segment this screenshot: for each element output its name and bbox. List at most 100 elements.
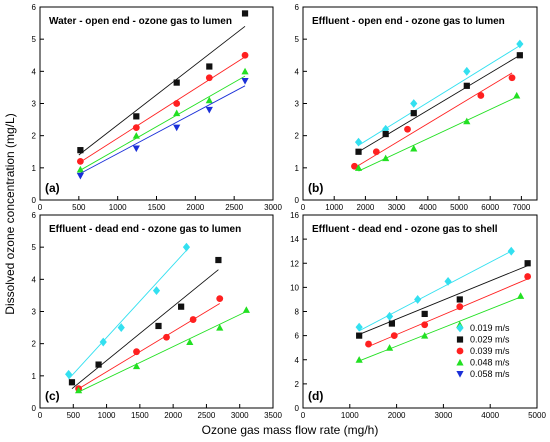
y-tick-label: 14 — [290, 235, 299, 244]
series-0-039-m-s — [76, 51, 249, 165]
data-point — [182, 242, 191, 252]
x-tick-label: 2000 — [357, 203, 375, 212]
x-tick-label: 2500 — [198, 411, 216, 420]
x-tick-label: 500 — [67, 411, 81, 420]
fit-line — [71, 269, 219, 390]
x-tick-label: 2000 — [388, 411, 406, 420]
legend-label: 0.029 m/s — [470, 335, 510, 345]
y-tick-label: 0 — [32, 404, 37, 413]
data-point — [410, 110, 417, 117]
panel-label: (a) — [45, 181, 60, 195]
fit-line — [358, 265, 528, 335]
fit-line — [354, 72, 513, 169]
x-tick-label: 0 — [301, 203, 306, 212]
fit-line — [78, 311, 247, 393]
data-point — [365, 340, 372, 348]
legend-label: 0.019 m/s — [470, 323, 510, 333]
data-point — [524, 273, 532, 280]
panel-title: Effluent - open end - ozone gas to lumen — [312, 16, 505, 27]
data-point — [77, 147, 84, 154]
data-point — [356, 332, 363, 339]
y-tick-label: 16 — [290, 211, 299, 220]
y-tick-label: 6 — [295, 3, 300, 12]
y-tick-label: 6 — [295, 332, 300, 341]
y-tick-label: 0 — [295, 196, 300, 205]
panel-title: Water - open end - ozone gas to lumen — [49, 16, 232, 27]
y-tick-label: 2 — [32, 132, 37, 141]
data-point — [173, 124, 181, 132]
y-tick-label: 6 — [32, 211, 37, 220]
legend-marker — [456, 323, 464, 333]
fit-line — [78, 85, 246, 175]
x-tick-label: 1000 — [325, 203, 343, 212]
series-0-019-m-s — [65, 242, 191, 380]
series-0-048-m-s — [75, 306, 250, 394]
data-point — [355, 148, 362, 155]
legend-entry: 0.019 m/s — [456, 323, 510, 333]
fit-line — [358, 45, 521, 146]
y-tick-label: 0 — [295, 404, 300, 413]
data-point — [132, 145, 140, 153]
y-tick-label: 4 — [32, 275, 37, 284]
legend-marker — [456, 336, 464, 343]
y-tick-label: 5 — [295, 35, 300, 44]
legend-label: 0.048 m/s — [470, 358, 510, 368]
data-point — [76, 165, 84, 173]
x-tick-label: 1500 — [148, 203, 166, 212]
y-tick-label: 2 — [32, 340, 37, 349]
panel-3: 0 500 1000 1500 2000 2500 3000 3500 0 1 2 3 4 5 6 Efflu… — [32, 211, 283, 420]
data-point — [444, 276, 452, 286]
fit-line — [358, 54, 521, 153]
panel-label: (c) — [45, 389, 60, 403]
data-point — [242, 306, 250, 313]
series-0-029-m-s — [77, 10, 249, 156]
y-tick-label: 5 — [32, 35, 37, 44]
x-tick-label: 2000 — [186, 203, 204, 212]
x-tick-label: 2000 — [164, 411, 182, 420]
data-point — [355, 356, 363, 363]
data-point — [133, 348, 140, 356]
y-tick-label: 1 — [32, 372, 37, 381]
y-tick-label: 2 — [295, 380, 300, 389]
data-point — [205, 74, 213, 82]
x-tick-label: 2500 — [225, 203, 243, 212]
data-point — [463, 66, 471, 76]
panel-label: (b) — [308, 181, 323, 195]
x-tick-label: 500 — [72, 203, 86, 212]
panel-2: 0 1000 2000 3000 4000 5000 6000 7000 0 1 2 3 4 5 6 Effl… — [295, 3, 538, 212]
data-point — [133, 113, 140, 120]
data-point — [95, 361, 102, 368]
data-point — [205, 96, 213, 104]
plot-frame — [302, 214, 538, 409]
data-point — [516, 52, 523, 59]
data-point — [524, 260, 531, 267]
data-point — [421, 321, 429, 329]
data-point — [414, 295, 422, 304]
y-axis-label: Dissolved ozone concentration (mg/L) — [3, 113, 17, 314]
x-tick-label: 5000 — [528, 411, 546, 420]
data-point — [173, 100, 181, 107]
x-tick-label: 3000 — [388, 203, 406, 212]
data-point — [385, 344, 394, 351]
series-0-019-m-s — [354, 39, 524, 147]
y-tick-label: 1 — [32, 164, 37, 173]
y-tick-label: 3 — [295, 100, 300, 109]
x-tick-label: 3000 — [231, 411, 249, 420]
legend: 0.019 m/s 0.029 m/s0.039 m/s 0.048 m/s0.05… — [456, 323, 510, 379]
data-point — [132, 132, 140, 139]
y-tick-label: 4 — [295, 67, 300, 76]
data-point — [241, 10, 249, 17]
data-point — [410, 99, 418, 108]
y-tick-label: 3 — [32, 100, 37, 109]
data-point — [382, 130, 389, 138]
data-point — [456, 296, 463, 303]
y-tick-label: 2 — [295, 132, 300, 141]
data-point — [205, 106, 213, 114]
x-tick-label: 6000 — [481, 203, 499, 212]
series-0-019-m-s — [355, 246, 515, 332]
fit-line — [78, 75, 246, 172]
y-tick-label: 12 — [290, 259, 299, 268]
x-tick-label: 4000 — [481, 411, 499, 420]
data-point — [216, 323, 224, 331]
y-tick-label: 4 — [32, 67, 37, 76]
